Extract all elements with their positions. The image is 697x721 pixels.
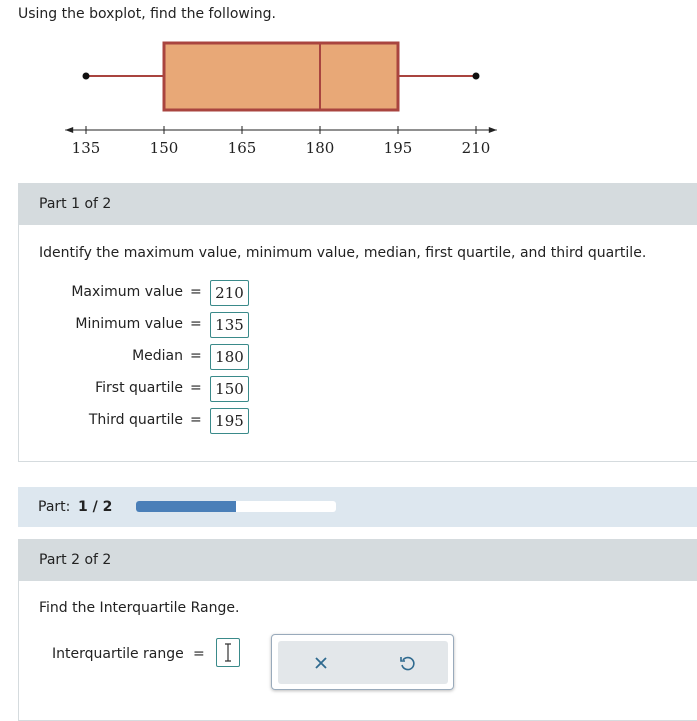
boxplot: 135 150 165 180 195 210 — [65, 41, 497, 157]
equals-sign: = — [190, 348, 202, 364]
x-tick-label: 210 — [462, 139, 491, 157]
iqr-label: Interquartile range — [52, 646, 184, 662]
axis-arrow-left — [65, 127, 74, 133]
x-tick-label: 150 — [150, 139, 179, 157]
answer-box[interactable]: 180 — [210, 344, 249, 370]
button-group — [278, 641, 448, 684]
progress-panel: Part: 1 / 2 — [18, 487, 697, 527]
button-tray — [271, 634, 454, 690]
x-tick-label: 195 — [384, 139, 413, 157]
iqr-input[interactable] — [216, 638, 240, 667]
x-tick-label: 135 — [72, 139, 101, 157]
answer-box[interactable]: 210 — [210, 280, 249, 306]
part2-title: Part 2 of 2 — [39, 552, 112, 568]
text-cursor-icon — [225, 643, 231, 662]
undo-button[interactable] — [398, 654, 416, 672]
axis-arrow-right — [488, 127, 497, 133]
x-tick-label: 180 — [306, 139, 335, 157]
field-label: Third quartile — [88, 412, 183, 428]
part2-prompt: Find the Interquartile Range. — [39, 600, 240, 616]
instruction: Using the boxplot, find the following. — [18, 6, 276, 22]
part1-prompt: Identify the maximum value, minimum valu… — [39, 245, 647, 261]
x-tick-label: 165 — [228, 139, 257, 157]
progress-value: 1 / 2 — [78, 499, 113, 515]
clear-button[interactable] — [313, 655, 329, 671]
field-label: Median — [132, 348, 183, 364]
progress-label: Part: — [38, 499, 71, 515]
max-point — [472, 72, 480, 80]
part1-title: Part 1 of 2 — [39, 196, 112, 212]
box — [162, 41, 400, 112]
answer-box[interactable]: 195 — [210, 408, 249, 434]
equals-sign: = — [190, 316, 202, 332]
field-label: First quartile — [95, 380, 183, 396]
equals-sign: = — [190, 284, 202, 300]
answer-box[interactable]: 135 — [210, 312, 249, 338]
part1-header: Part 1 of 2 — [18, 183, 697, 225]
min-point — [82, 72, 90, 80]
progress-track — [136, 501, 336, 512]
equals-sign: = — [190, 412, 202, 428]
equals-sign: = — [193, 646, 205, 662]
progress-fill — [136, 501, 236, 512]
answer-box[interactable]: 150 — [210, 376, 249, 402]
equals-sign: = — [190, 380, 202, 396]
field-label: Maximum value — [71, 284, 183, 300]
field-label: Minimum value — [75, 316, 183, 332]
part2-header: Part 2 of 2 — [18, 539, 697, 581]
